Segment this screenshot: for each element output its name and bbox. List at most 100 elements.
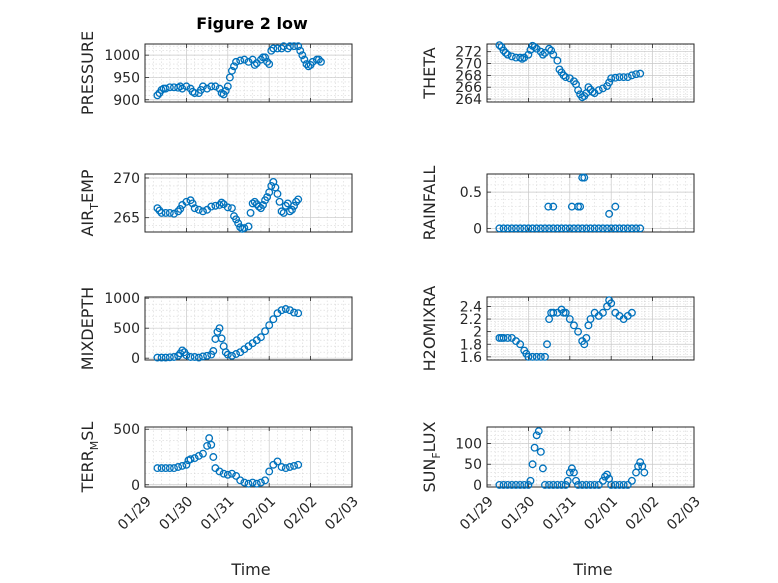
data-point <box>157 208 166 217</box>
y-axis-label: RAINFALL <box>420 166 439 241</box>
subplot-4: 0 0.5 RAINFALL <box>420 166 695 241</box>
data-point <box>178 84 187 93</box>
data-point <box>170 209 178 218</box>
data-point <box>174 463 183 471</box>
data-point <box>576 202 585 211</box>
data-point <box>524 224 533 233</box>
data-point <box>545 480 554 489</box>
data-point <box>611 480 620 489</box>
data-point <box>499 334 508 342</box>
ylabel-subscript: M <box>88 441 101 451</box>
ylabel-subscript: T <box>88 203 101 211</box>
subplot-8: 0 50 100 SUNFLUX 01/29 01/30 01/31 02/01 02/02 02… <box>420 421 704 533</box>
data-point <box>499 224 508 233</box>
data-point <box>277 306 286 315</box>
data-point <box>174 351 183 360</box>
y-tick-label: 2 <box>473 325 482 341</box>
data-point <box>186 455 195 464</box>
data-point <box>623 73 632 82</box>
y-tick-label: 100 <box>455 437 482 453</box>
data-point <box>215 324 224 333</box>
data-point <box>298 51 307 60</box>
data-point <box>300 55 309 64</box>
x-tick-label: 02/03 <box>664 494 704 534</box>
data-point <box>263 57 272 66</box>
data-point <box>292 197 301 206</box>
data-point <box>601 472 609 481</box>
data-point <box>165 353 174 362</box>
data-point <box>495 41 504 50</box>
data-point <box>194 451 203 460</box>
data-point <box>285 42 294 51</box>
data-point <box>526 476 535 485</box>
data-point <box>557 224 566 233</box>
data-point <box>281 464 290 473</box>
axes-frame <box>486 426 695 488</box>
data-point <box>275 197 284 206</box>
data-point <box>549 308 558 317</box>
data-point <box>259 201 267 209</box>
data-point <box>178 346 187 355</box>
data-point <box>615 73 624 82</box>
data-point <box>627 224 636 233</box>
data-point <box>594 224 603 233</box>
data-point <box>512 480 520 489</box>
data-point <box>634 462 643 471</box>
data-point <box>234 219 243 228</box>
data-point <box>211 201 220 210</box>
y-tick-label: 1.8 <box>460 337 482 353</box>
data-point <box>538 464 547 473</box>
data-point <box>563 476 572 485</box>
data-point <box>607 74 616 83</box>
data-point <box>565 468 574 477</box>
data-point <box>586 480 595 489</box>
data-point <box>567 464 576 473</box>
x-tick-label: 01/30 <box>156 494 196 534</box>
data-point <box>611 73 620 82</box>
data-point <box>215 467 224 476</box>
data-point <box>607 224 616 233</box>
data-point <box>317 57 325 66</box>
data-point <box>520 480 529 489</box>
data-point <box>265 467 274 476</box>
data-point <box>232 350 241 358</box>
data-point <box>174 207 183 216</box>
data-point <box>240 224 249 232</box>
data-point <box>217 198 226 207</box>
data-point <box>512 224 520 233</box>
ylabel-part: TERR <box>78 450 97 493</box>
data-point <box>190 204 199 213</box>
data-point <box>281 305 290 313</box>
data-point <box>627 308 636 317</box>
data-point <box>182 460 191 469</box>
data-point <box>261 327 270 336</box>
data-point <box>290 42 298 51</box>
data-point <box>244 479 253 488</box>
data-point <box>565 315 574 323</box>
data-point <box>199 207 207 216</box>
data-point <box>611 202 620 211</box>
y-tick-label: 0.5 <box>460 185 482 201</box>
data-point <box>256 333 265 342</box>
data-point <box>209 453 218 461</box>
axes-frame <box>486 296 695 361</box>
x-axis-label-right: Time <box>572 560 612 579</box>
ylabel-part: SL <box>78 422 97 441</box>
data-point <box>277 463 286 471</box>
data-point <box>507 480 516 489</box>
data-point <box>545 224 554 233</box>
x-tick-label: 01/29 <box>457 494 497 534</box>
data-point <box>557 480 566 489</box>
data-point <box>499 46 508 55</box>
data-point <box>598 224 607 233</box>
data-point <box>227 204 236 213</box>
data-point <box>623 480 632 489</box>
data-point <box>232 57 241 66</box>
data-point <box>619 480 628 489</box>
data-point <box>495 224 504 233</box>
data-point <box>157 464 166 473</box>
data-point <box>250 61 259 69</box>
y-axis-label: SUNFLUX <box>420 421 443 492</box>
data-point <box>507 52 516 61</box>
